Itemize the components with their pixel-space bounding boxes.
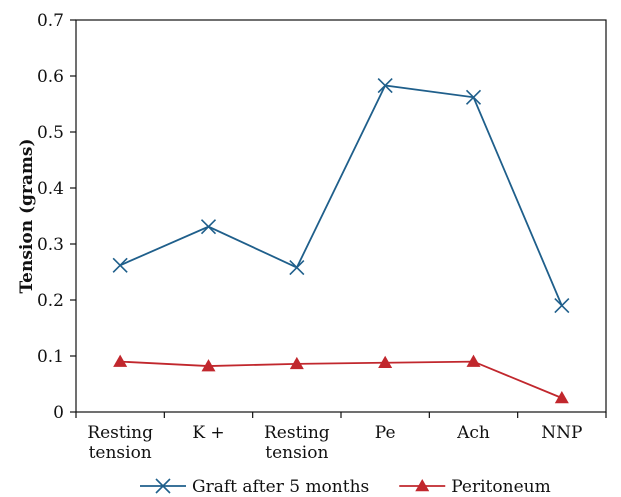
axes	[76, 20, 606, 412]
legend: Graft after 5 months Peritoneum	[140, 477, 551, 497]
data-point-0-1	[202, 220, 216, 234]
legend-item-0: Graft after 5 months	[140, 477, 369, 497]
series-lines	[120, 86, 562, 398]
x-tick-label: Resting tension	[264, 423, 330, 463]
series-markers	[113, 79, 569, 404]
data-point-1-0	[113, 355, 127, 367]
y-tick-label: 0.5	[37, 123, 64, 143]
y-tick-label: 0.2	[37, 291, 64, 311]
y-tick-label: 0.1	[37, 347, 64, 367]
series-line-1	[120, 362, 562, 398]
x-tick-label-line: Resting	[87, 423, 153, 443]
data-point-0-2	[290, 261, 304, 275]
y-tick-label: 0.6	[37, 67, 64, 87]
data-point-1-4	[467, 355, 481, 367]
y-tick-label: 0.3	[37, 235, 64, 255]
x-tick-label-line: K +	[192, 423, 224, 443]
x-tick-label-line: tension	[89, 443, 152, 463]
legend-label: Peritoneum	[451, 477, 550, 497]
data-point-1-5	[555, 391, 569, 403]
x-tick-label: Ach	[456, 423, 490, 443]
x-tick-label: NNP	[541, 423, 582, 443]
x-tick-label: Pe	[375, 423, 396, 443]
y-axis-title: Tension (grams)	[17, 138, 37, 293]
x-tick-label-line: Resting	[264, 423, 330, 443]
x-tick-label-line: Pe	[375, 423, 396, 443]
x-tick-label-line: NNP	[541, 423, 582, 443]
legend-item-1: Peritoneum	[399, 477, 550, 497]
y-tick-label: 0.4	[37, 179, 64, 199]
x-tick-label-line: tension	[265, 443, 328, 463]
plot-frame	[76, 20, 606, 412]
x-tick-label: K +	[192, 423, 224, 443]
y-tick-label: 0.7	[37, 11, 64, 31]
data-point-0-0	[113, 258, 127, 272]
series-line-0	[120, 86, 562, 306]
x-tick-label-line: Ach	[456, 423, 490, 443]
x-tick-label: Resting tension	[87, 423, 153, 463]
legend-label: Graft after 5 months	[192, 477, 369, 497]
data-point-0-5	[555, 299, 569, 313]
y-tick-label: 0	[53, 403, 64, 423]
